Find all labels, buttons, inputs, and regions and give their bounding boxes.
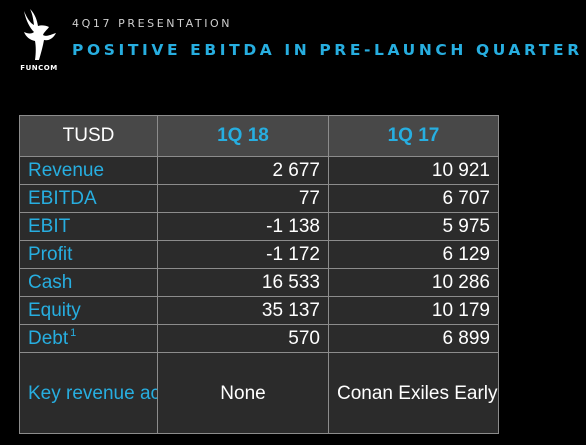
table-row: EBIT -1 138 5 975: [19, 212, 499, 241]
row-label-revenue: Revenue: [19, 156, 158, 185]
cell-equity-1q17: 10 179: [328, 296, 499, 325]
cell-activity-1q17: Conan Exiles Early Access launch: [328, 352, 499, 434]
table-row: Equity 35 137 10 179: [19, 296, 499, 325]
cell-cash-1q18: 16 533: [157, 268, 329, 297]
cell-profit-1q17: 6 129: [328, 240, 499, 269]
cell-revenue-1q18: 2 677: [157, 156, 329, 185]
row-label-key-revenue-activity: Key revenue activity: [19, 352, 158, 434]
cell-activity-1q18: None: [157, 352, 329, 434]
funcom-logo: FUNCOM: [10, 8, 68, 76]
header-1q17: 1Q 17: [328, 115, 499, 157]
row-label-cash: Cash: [19, 268, 158, 297]
table-header-row: TUSD 1Q 18 1Q 17: [19, 115, 499, 157]
logo-text: FUNCOM: [20, 64, 58, 72]
table-row: Revenue 2 677 10 921: [19, 156, 499, 185]
table-row: Profit -1 172 6 129: [19, 240, 499, 269]
cell-equity-1q18: 35 137: [157, 296, 329, 325]
header-1q18: 1Q 18: [157, 115, 329, 157]
cell-ebitda-1q17: 6 707: [328, 184, 499, 213]
row-label-ebitda: EBITDA: [19, 184, 158, 213]
cell-debt-1q18: 570: [157, 324, 329, 353]
footnote-marker: 1: [70, 327, 77, 339]
row-label-ebit: EBIT: [19, 212, 158, 241]
row-label-equity: Equity: [19, 296, 158, 325]
debt-label-text: Debt: [28, 328, 69, 349]
table-row: Cash 16 533 10 286: [19, 268, 499, 297]
cell-ebit-1q17: 5 975: [328, 212, 499, 241]
row-label-debt: Debt 1: [19, 324, 158, 353]
table-row: Key revenue activity None Conan Exiles E…: [19, 352, 499, 434]
cell-profit-1q18: -1 172: [157, 240, 329, 269]
cell-ebit-1q18: -1 138: [157, 212, 329, 241]
table-row: Debt 1 570 6 899: [19, 324, 499, 353]
cell-debt-1q17: 6 899: [328, 324, 499, 353]
cell-revenue-1q17: 10 921: [328, 156, 499, 185]
row-label-profit: Profit: [19, 240, 158, 269]
header-tusd: TUSD: [19, 115, 158, 157]
cell-ebitda-1q18: 77: [157, 184, 329, 213]
slide-title: POSITIVE EBITDA IN PRE-LAUNCH QUARTER: [72, 41, 583, 59]
financial-table: TUSD 1Q 18 1Q 17 Revenue 2 677 10 921 EB…: [19, 115, 499, 434]
cell-cash-1q17: 10 286: [328, 268, 499, 297]
table-row: EBITDA 77 6 707: [19, 184, 499, 213]
funcom-hand-logo-icon: [24, 9, 56, 60]
presentation-subtitle: 4Q17 PRESENTATION: [72, 17, 233, 30]
